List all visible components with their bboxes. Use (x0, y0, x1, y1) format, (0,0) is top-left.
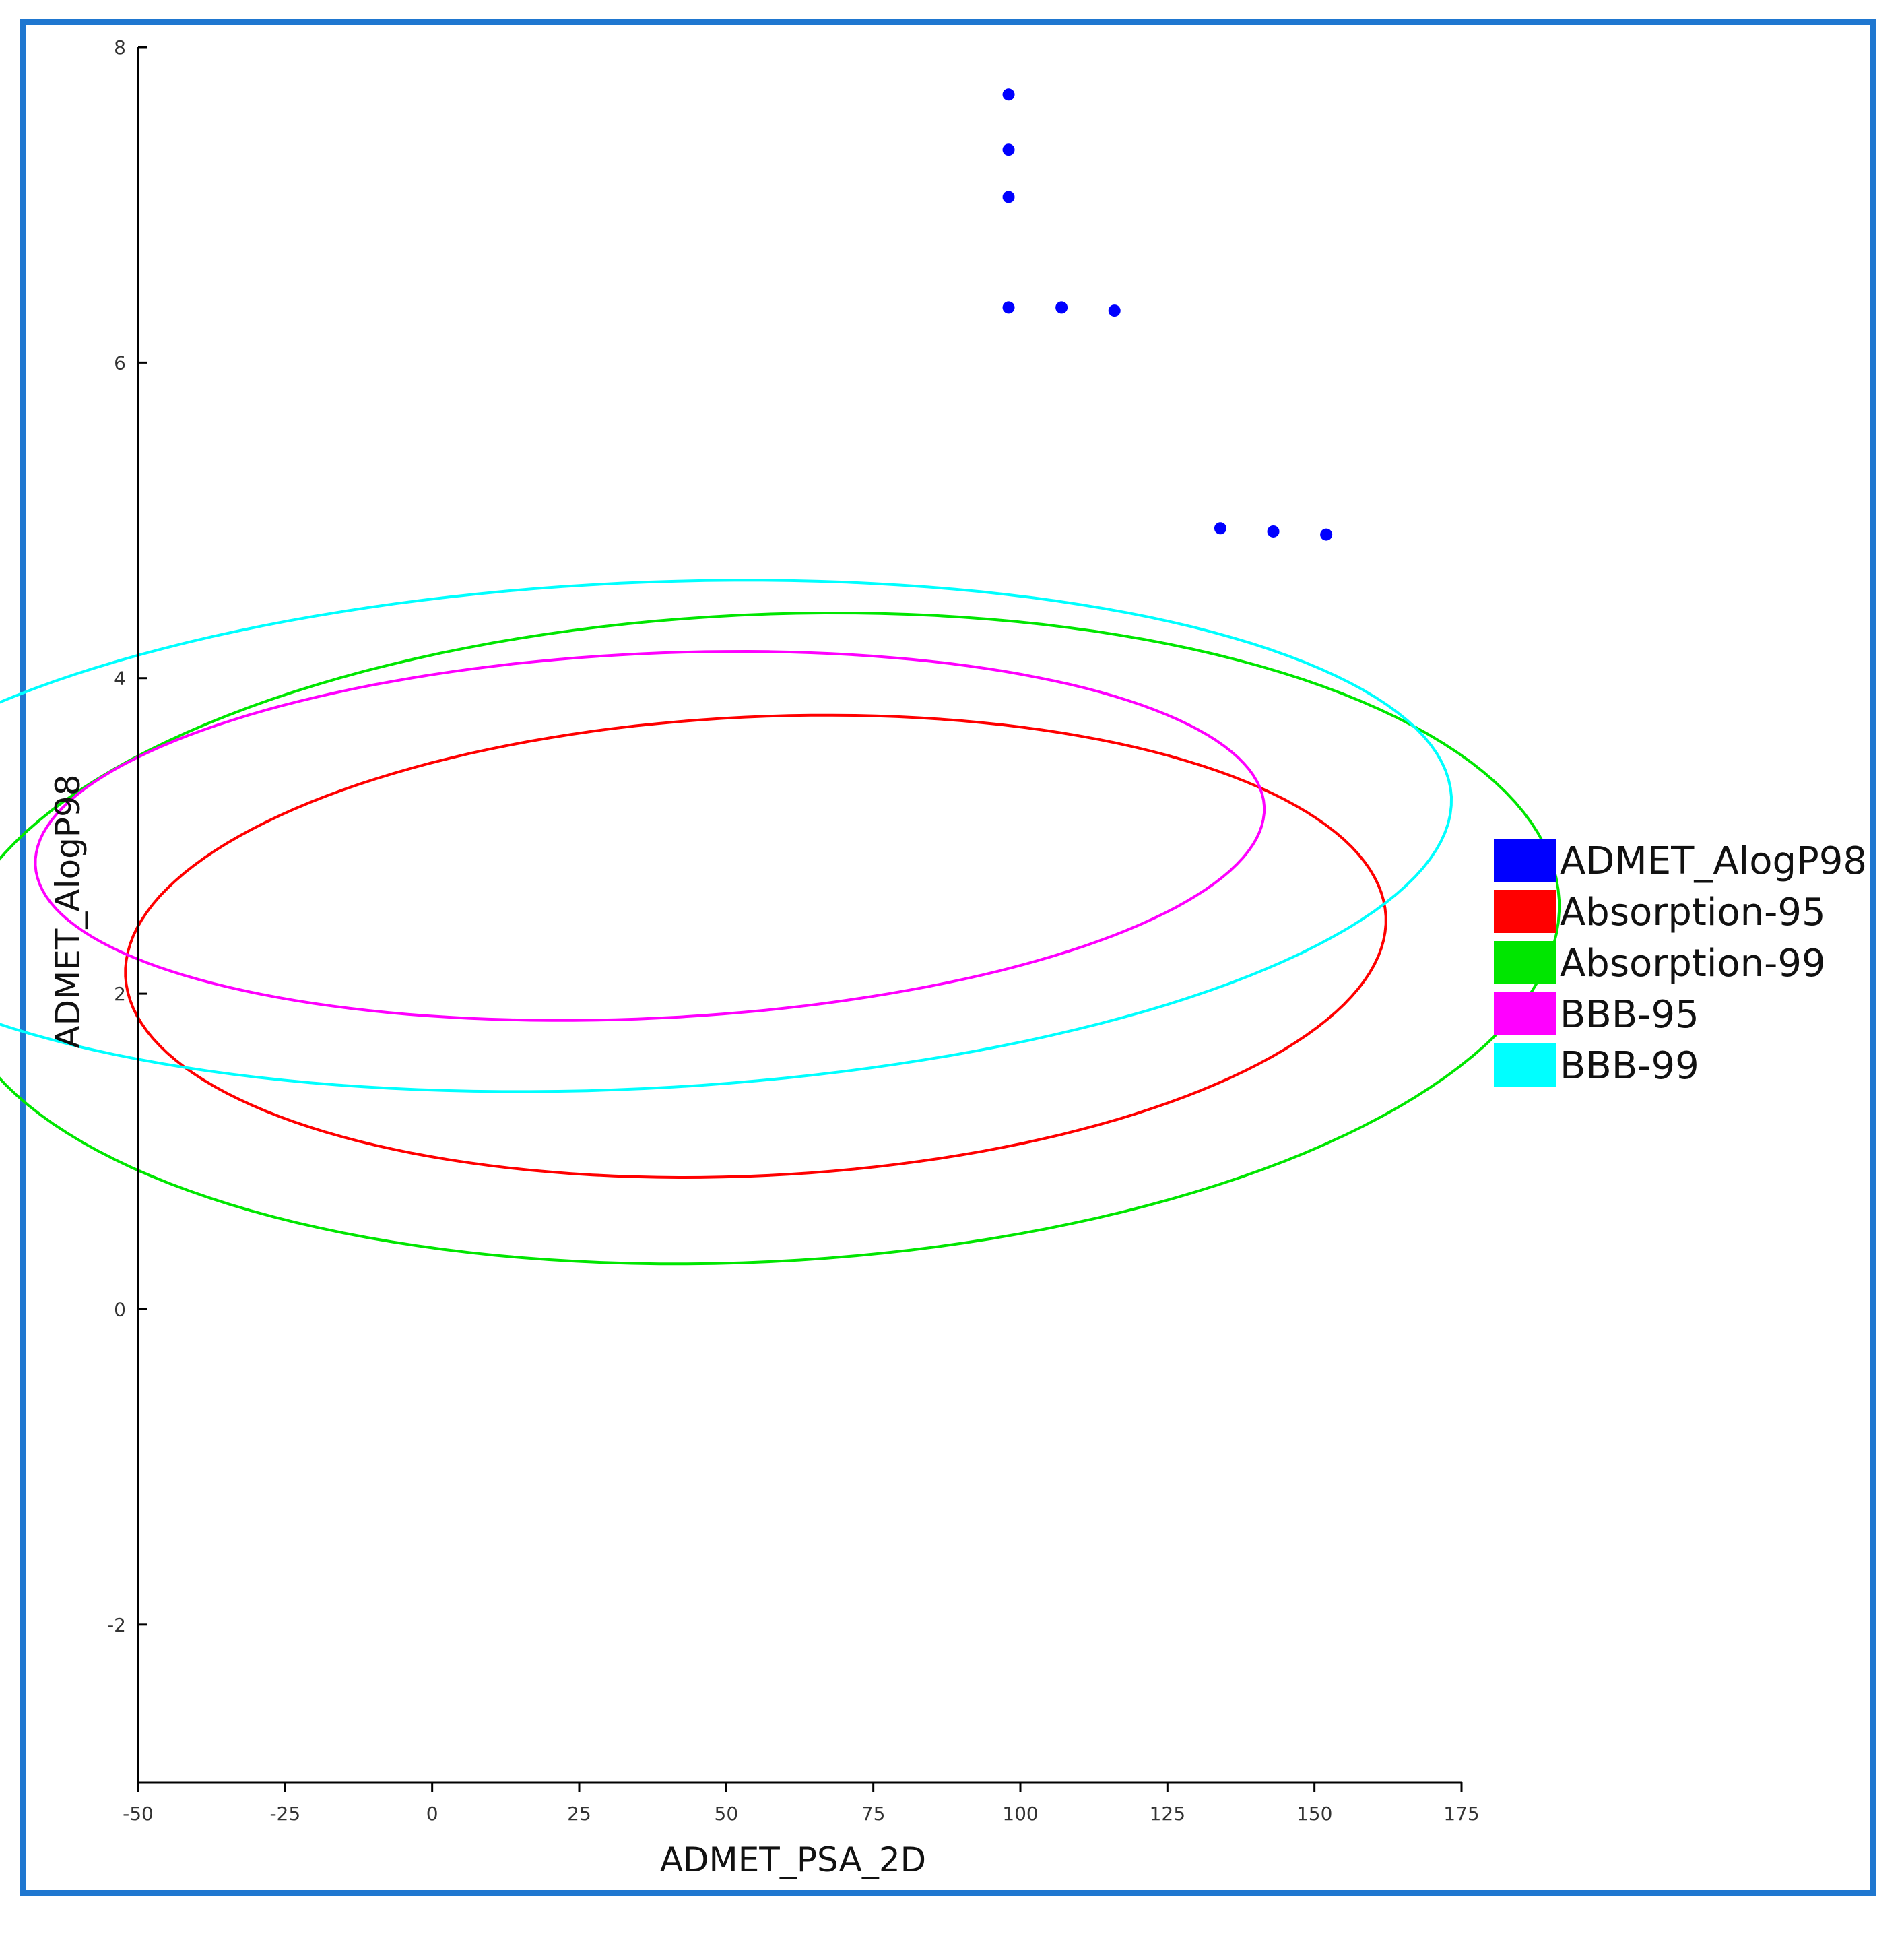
legend-label: BBB-99 (1560, 1044, 1699, 1088)
legend-label: BBB-95 (1560, 993, 1699, 1037)
y-tick-label: 6 (114, 352, 126, 374)
y-tick-label: 2 (114, 983, 126, 1005)
legend-swatch (1494, 992, 1556, 1035)
legend-swatch (1494, 1043, 1556, 1087)
data-point (1108, 304, 1121, 317)
x-tick-label: 75 (861, 1803, 886, 1825)
data-point (1214, 522, 1226, 535)
y-ticks: -2 0 2 4 6 8 (107, 36, 147, 1636)
legend-label: ADMET_AlogP98 (1560, 839, 1867, 883)
y-tick-label: 8 (114, 36, 126, 59)
data-point (1002, 88, 1015, 101)
x-tick-label: 125 (1150, 1803, 1185, 1825)
legend-label: Absorption-95 (1560, 891, 1826, 934)
x-ticks: -50 -25 0 25 50 75 100 125 150 175 (123, 1782, 1480, 1825)
x-tick-label: 0 (426, 1803, 438, 1825)
data-point (1320, 528, 1333, 541)
legend-label: Absorption-99 (1560, 942, 1826, 986)
x-tick-label: -25 (269, 1803, 300, 1825)
x-tick-label: 150 (1296, 1803, 1332, 1825)
data-point (1002, 301, 1015, 314)
y-tick-label: -2 (107, 1614, 126, 1636)
ellipse-bbb-95 (34, 649, 1266, 1022)
legend-swatch (1494, 839, 1556, 882)
x-tick-label: -50 (123, 1803, 154, 1825)
ellipse-absorption-99 (0, 611, 1561, 1266)
y-axis-title: ADMET_AlogP98 (48, 774, 88, 1048)
chart-frame (20, 19, 1876, 1896)
y-tick-label: 4 (114, 668, 126, 690)
x-tick-label: 100 (1002, 1803, 1038, 1825)
ellipse-absorption-95 (124, 713, 1387, 1180)
y-tick-label: 0 (114, 1298, 126, 1320)
data-point (1267, 525, 1280, 538)
data-point (1055, 301, 1068, 314)
x-tick-label: 25 (567, 1803, 591, 1825)
ellipse-layer (0, 579, 1561, 1266)
data-point (1002, 143, 1015, 156)
point-layer (1002, 88, 1333, 541)
x-tick-label: 50 (715, 1803, 739, 1825)
x-axis-title: ADMET_PSA_2D (660, 1840, 926, 1879)
legend-swatch (1494, 941, 1556, 984)
data-point (1002, 191, 1015, 203)
axes: -50 -25 0 25 50 75 100 125 150 175 -2 0 2 4 6 8 (107, 36, 1480, 1825)
ellipse-bbb-99 (0, 579, 1453, 1093)
x-tick-label: 175 (1443, 1803, 1479, 1825)
legend-swatch (1494, 890, 1556, 933)
legend: ADMET_AlogP98 Absorption-95 Absorption-99 B… (1494, 839, 1867, 1088)
